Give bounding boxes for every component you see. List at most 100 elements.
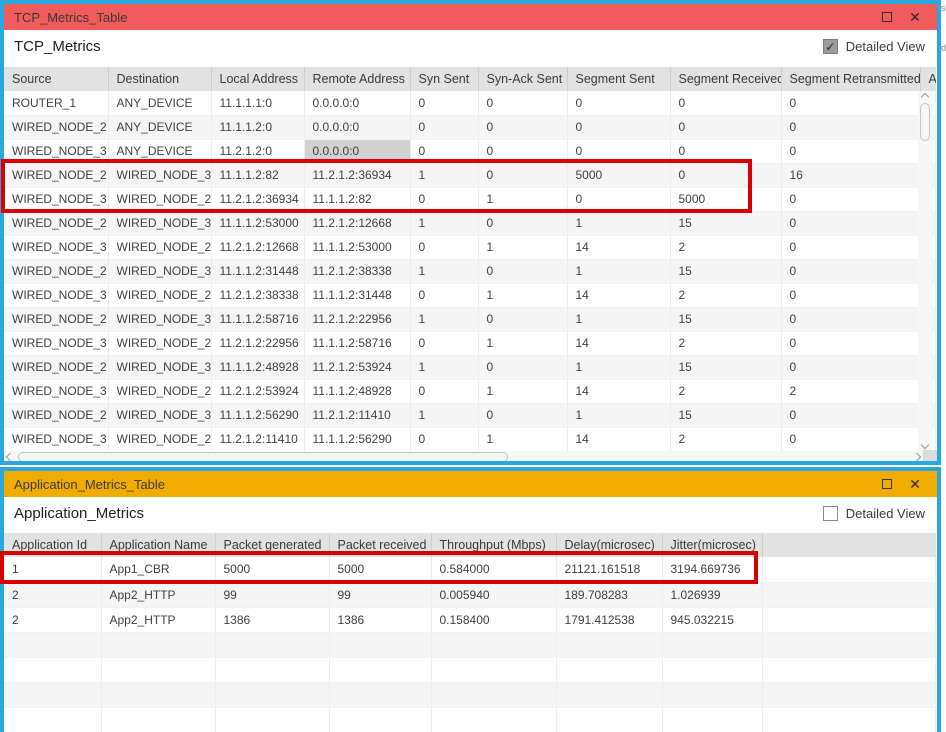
- table-cell[interactable]: 0: [670, 115, 782, 140]
- table-cell[interactable]: 14: [567, 331, 671, 356]
- table-cell[interactable]: 0: [410, 235, 479, 260]
- table-cell[interactable]: [762, 582, 936, 608]
- table-cell[interactable]: [431, 707, 557, 732]
- close-button[interactable]: ✕: [901, 471, 929, 497]
- table-cell[interactable]: 0: [670, 91, 782, 116]
- table-cell[interactable]: 0: [781, 283, 921, 308]
- table-cell[interactable]: WIRED_NODE_2: [108, 331, 212, 356]
- table-cell[interactable]: 1: [478, 187, 568, 212]
- table-cell[interactable]: 11.2.1.2:53924: [304, 355, 411, 380]
- table-cell[interactable]: WIRED_NODE_2: [4, 307, 109, 332]
- table-cell[interactable]: 0: [781, 403, 921, 428]
- table-cell[interactable]: 0: [478, 307, 568, 332]
- table-cell[interactable]: 11.1.1.2:56290: [211, 403, 305, 428]
- table-cell[interactable]: [4, 707, 102, 732]
- table-cell[interactable]: 15: [670, 259, 782, 284]
- table-cell[interactable]: [215, 632, 330, 658]
- table-cell[interactable]: 2: [781, 379, 921, 404]
- table-cell[interactable]: 11.2.1.2:38338: [211, 283, 305, 308]
- table-cell[interactable]: [329, 682, 432, 708]
- table-cell[interactable]: [662, 707, 763, 732]
- table-cell[interactable]: WIRED_NODE_2: [108, 427, 212, 452]
- table-cell[interactable]: 1: [567, 355, 671, 380]
- column-header[interactable]: Destination: [108, 67, 212, 91]
- column-header[interactable]: Packet generated: [215, 533, 330, 557]
- table-cell[interactable]: 0: [781, 331, 921, 356]
- column-header[interactable]: Delay(microsec): [556, 533, 663, 557]
- table-row[interactable]: 2 App2_HTTP 99 99 0.005940 189.708283 1.026939: [4, 582, 936, 608]
- table-cell[interactable]: 0: [781, 139, 921, 164]
- table-cell[interactable]: [762, 707, 936, 732]
- table-cell[interactable]: 0: [478, 115, 568, 140]
- table-cell[interactable]: 99: [215, 582, 330, 608]
- table-cell[interactable]: App1_CBR: [101, 557, 216, 583]
- table-row[interactable]: [4, 657, 936, 683]
- table-cell[interactable]: 11.1.1.2:48928: [304, 379, 411, 404]
- table-cell[interactable]: 0: [670, 163, 782, 188]
- table-cell[interactable]: [662, 632, 763, 658]
- table-cell[interactable]: 0.0.0.0:0: [304, 139, 411, 164]
- table-cell[interactable]: 1: [478, 331, 568, 356]
- column-header[interactable]: Segment Sent: [567, 67, 671, 91]
- table-row[interactable]: WIRED_NODE_2 WIRED_NODE_3 11.1.1.2:53000 11…: [4, 211, 936, 236]
- table-cell[interactable]: 1: [478, 427, 568, 452]
- table-cell[interactable]: [431, 657, 557, 683]
- column-header[interactable]: Packet received: [329, 533, 432, 557]
- column-header[interactable]: A: [920, 67, 936, 91]
- table-cell[interactable]: 14: [567, 283, 671, 308]
- table-cell[interactable]: WIRED_NODE_3: [4, 427, 109, 452]
- table-cell[interactable]: WIRED_NODE_3: [4, 235, 109, 260]
- scroll-down-icon[interactable]: [920, 440, 930, 450]
- table-cell[interactable]: WIRED_NODE_2: [4, 355, 109, 380]
- scroll-left-icon[interactable]: [5, 452, 15, 461]
- table-cell[interactable]: [556, 632, 663, 658]
- table-cell[interactable]: WIRED_NODE_2: [4, 259, 109, 284]
- table-cell[interactable]: ANY_DEVICE: [108, 139, 212, 164]
- table-cell[interactable]: 0: [478, 91, 568, 116]
- table-row[interactable]: ROUTER_1 ANY_DEVICE 11.1.1.1:0 0.0.0.0:0 0 0 0…: [4, 91, 936, 116]
- table-cell[interactable]: 0: [478, 355, 568, 380]
- table-cell[interactable]: [215, 657, 330, 683]
- table-cell[interactable]: [4, 657, 102, 683]
- table-cell[interactable]: WIRED_NODE_2: [108, 379, 212, 404]
- table-cell[interactable]: 3194.669736: [662, 557, 763, 583]
- table-cell[interactable]: 1386: [329, 607, 432, 633]
- table-cell[interactable]: 0: [670, 139, 782, 164]
- table-cell[interactable]: WIRED_NODE_3: [108, 259, 212, 284]
- table-cell[interactable]: WIRED_NODE_3: [4, 187, 109, 212]
- table-cell[interactable]: [329, 707, 432, 732]
- table-cell[interactable]: 14: [567, 235, 671, 260]
- table-cell[interactable]: [4, 632, 102, 658]
- column-header[interactable]: [762, 533, 936, 557]
- column-header[interactable]: Local Address: [211, 67, 305, 91]
- table-cell[interactable]: 0: [478, 403, 568, 428]
- table-cell[interactable]: WIRED_NODE_3: [108, 403, 212, 428]
- table-cell[interactable]: 0: [781, 355, 921, 380]
- table-cell[interactable]: [4, 682, 102, 708]
- table-cell[interactable]: 1: [410, 163, 479, 188]
- table-cell[interactable]: [556, 707, 663, 732]
- table-cell[interactable]: [329, 632, 432, 658]
- table-cell[interactable]: 1: [410, 403, 479, 428]
- table-cell[interactable]: [101, 682, 216, 708]
- table-cell[interactable]: 16: [781, 163, 921, 188]
- table-row[interactable]: WIRED_NODE_2 WIRED_NODE_3 11.1.1.2:58716 11…: [4, 307, 936, 332]
- table-cell[interactable]: 0: [781, 307, 921, 332]
- table-cell[interactable]: [215, 707, 330, 732]
- table-cell[interactable]: 11.2.1.2:12668: [304, 211, 411, 236]
- table-cell[interactable]: WIRED_NODE_2: [108, 235, 212, 260]
- table-cell[interactable]: [431, 632, 557, 658]
- table-cell[interactable]: 5000: [567, 163, 671, 188]
- table-cell[interactable]: [762, 632, 936, 658]
- table-cell[interactable]: WIRED_NODE_3: [4, 331, 109, 356]
- table-cell[interactable]: [431, 682, 557, 708]
- table-cell[interactable]: WIRED_NODE_3: [108, 163, 212, 188]
- table-cell[interactable]: 11.2.1.2:38338: [304, 259, 411, 284]
- column-header[interactable]: Segment Received: [670, 67, 782, 91]
- table-row[interactable]: WIRED_NODE_2 ANY_DEVICE 11.1.1.2:0 0.0.0.0:…: [4, 115, 936, 140]
- detailed-view-checkbox[interactable]: [822, 39, 838, 54]
- table-row[interactable]: WIRED_NODE_3 WIRED_NODE_2 11.2.1.2:12668 11…: [4, 235, 936, 260]
- table-cell[interactable]: 11.2.1.2:36934: [304, 163, 411, 188]
- table-cell[interactable]: 0: [410, 139, 479, 164]
- table-cell[interactable]: 0: [781, 235, 921, 260]
